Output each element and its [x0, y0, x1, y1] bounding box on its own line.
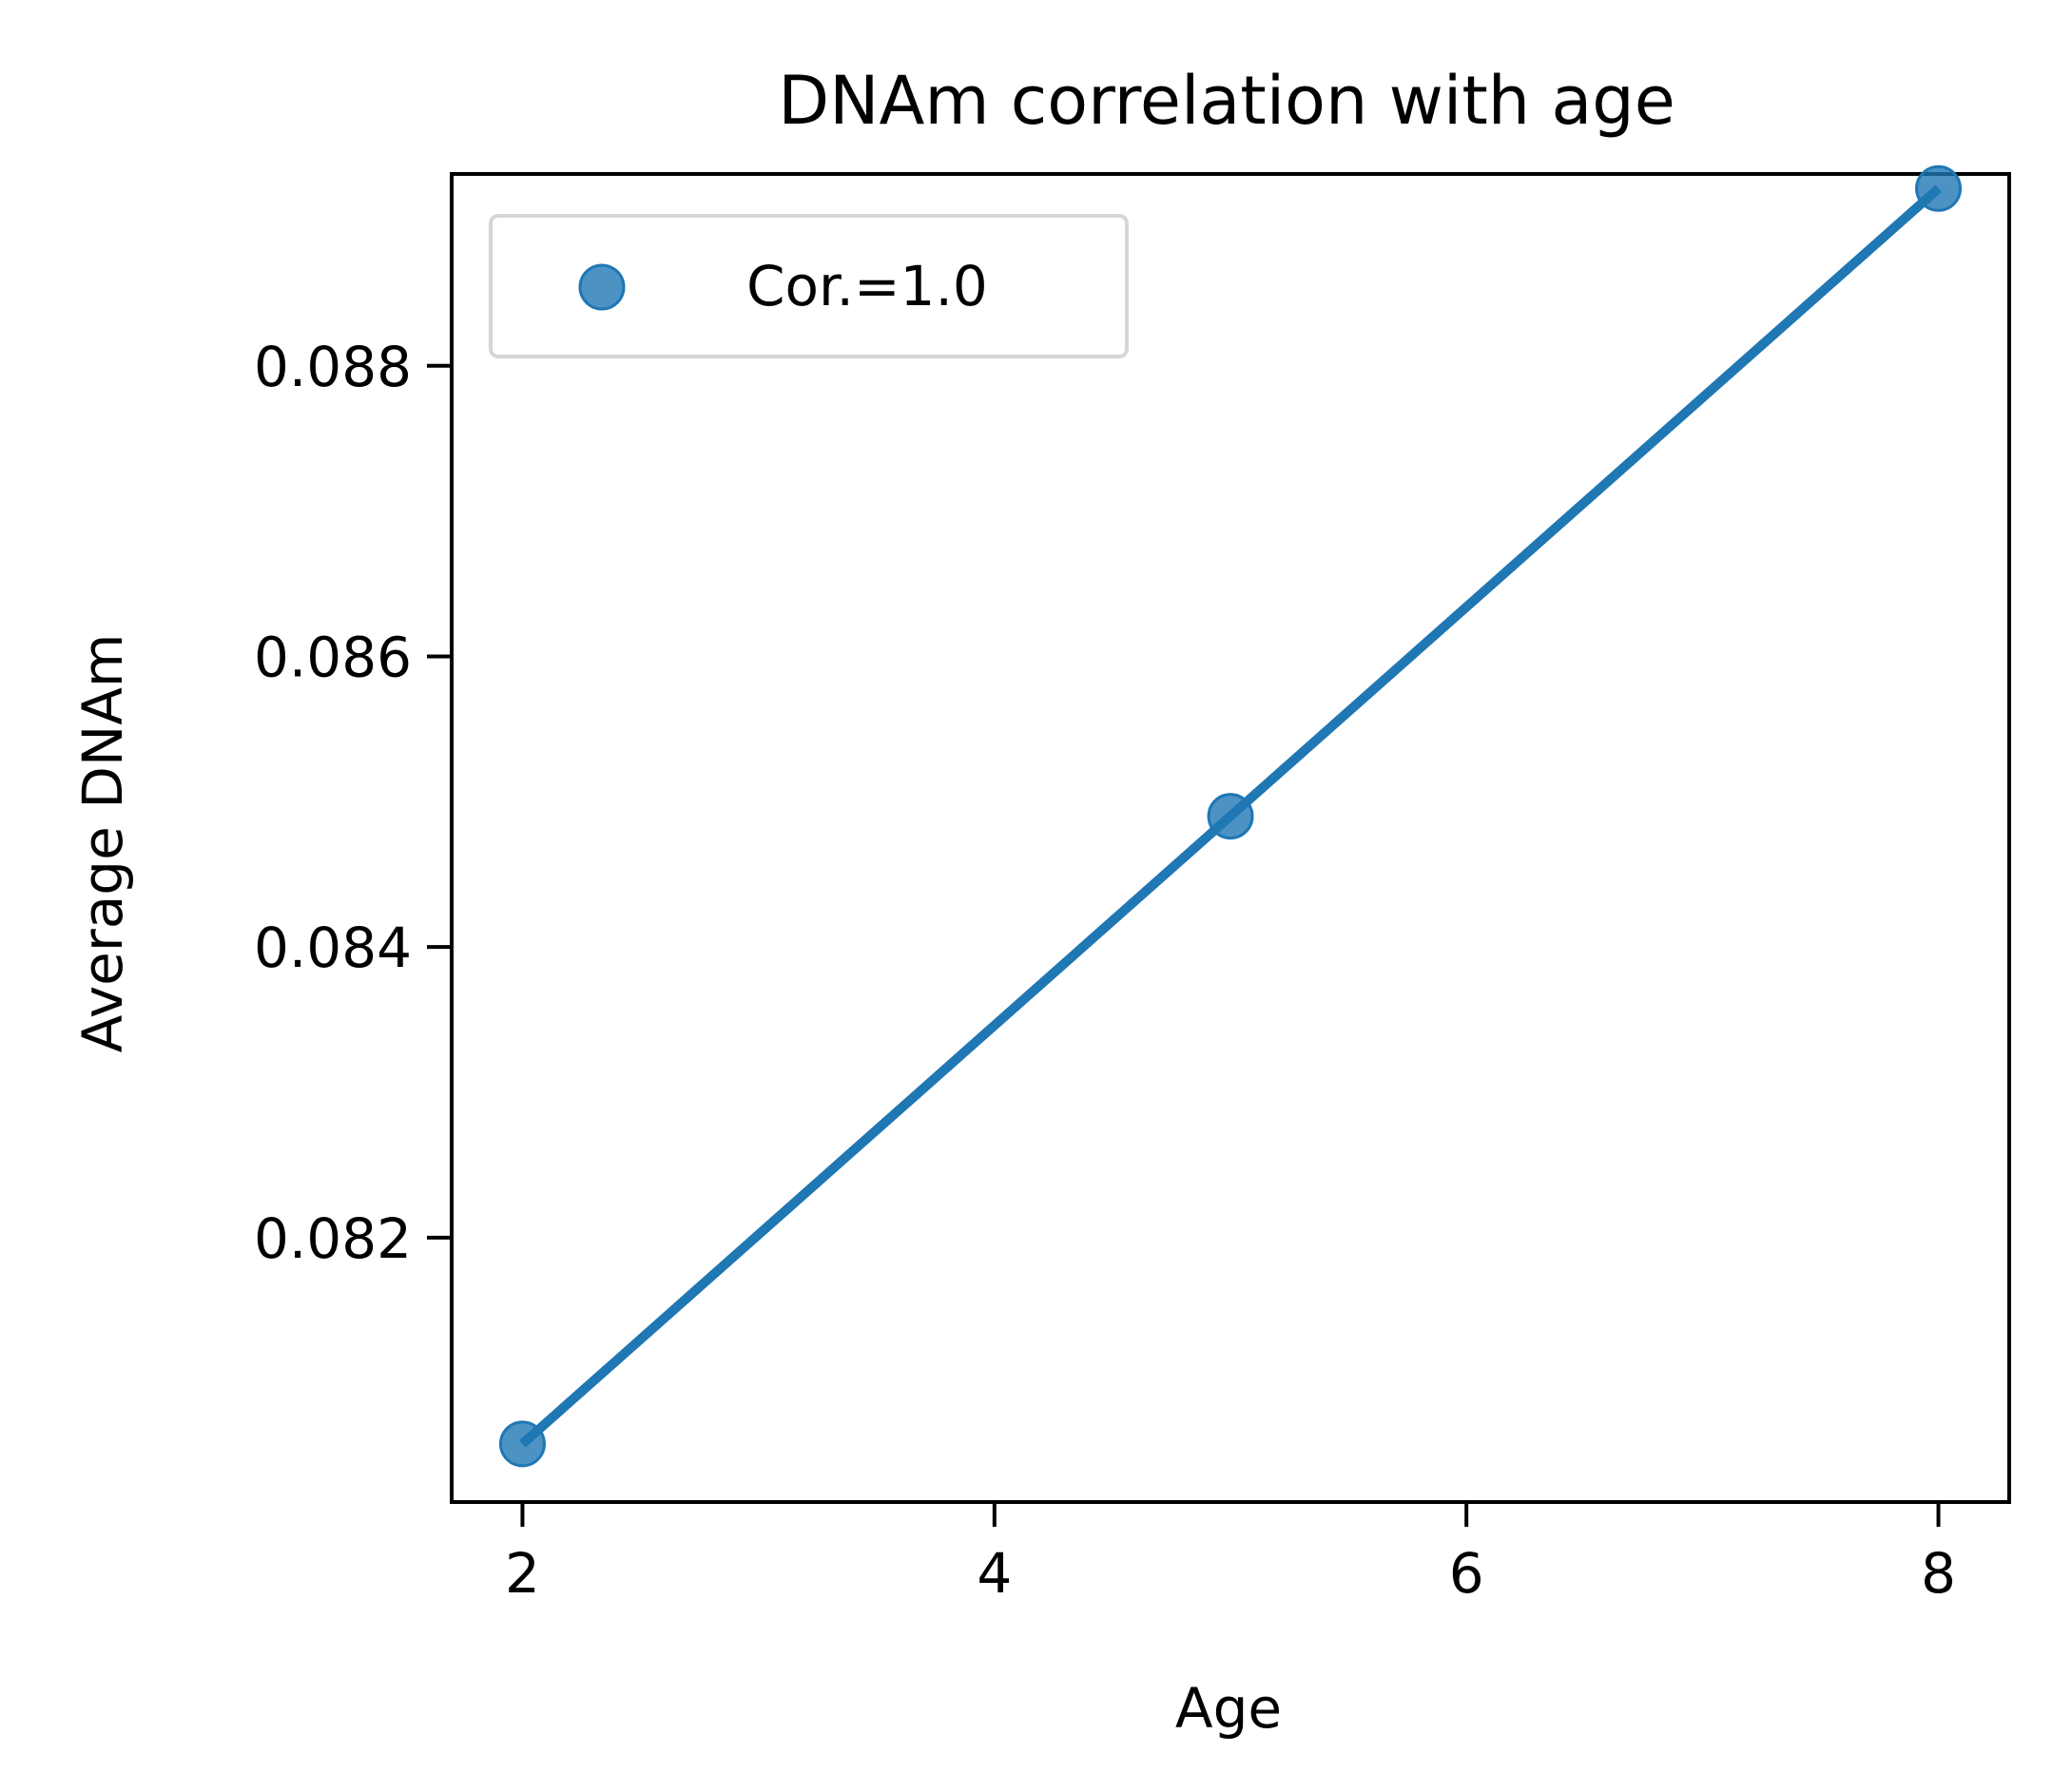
legend-marker: [578, 263, 626, 311]
chart-title: DNAm correlation with age: [778, 62, 1675, 140]
y-tick-label: 0.084: [254, 915, 412, 980]
y-tick-label: 0.086: [254, 625, 412, 689]
x-tick-label: 6: [1449, 1541, 1484, 1606]
scatter-point: [1207, 793, 1254, 840]
y-tick-label: 0.088: [254, 335, 412, 399]
legend-box: [489, 214, 1129, 358]
y-axis: 0.082 0.084 0.086 0.088: [254, 335, 452, 1271]
x-axis: 2 4 6 8: [505, 1502, 1956, 1606]
scatter-point: [1915, 164, 1963, 212]
scatter-layer: [498, 164, 1963, 1468]
y-tick-label: 0.082: [254, 1206, 412, 1271]
x-tick-label: 2: [505, 1541, 540, 1606]
x-tick-label: 4: [977, 1541, 1012, 1606]
x-axis-label: Age: [1175, 1676, 1282, 1741]
legend: Cor.=1.0: [489, 214, 1129, 358]
x-tick-label: 8: [1921, 1541, 1956, 1606]
y-axis-label: Average DNAm: [70, 634, 135, 1053]
scatter-point: [498, 1420, 546, 1468]
legend-label: Cor.=1.0: [746, 254, 988, 318]
